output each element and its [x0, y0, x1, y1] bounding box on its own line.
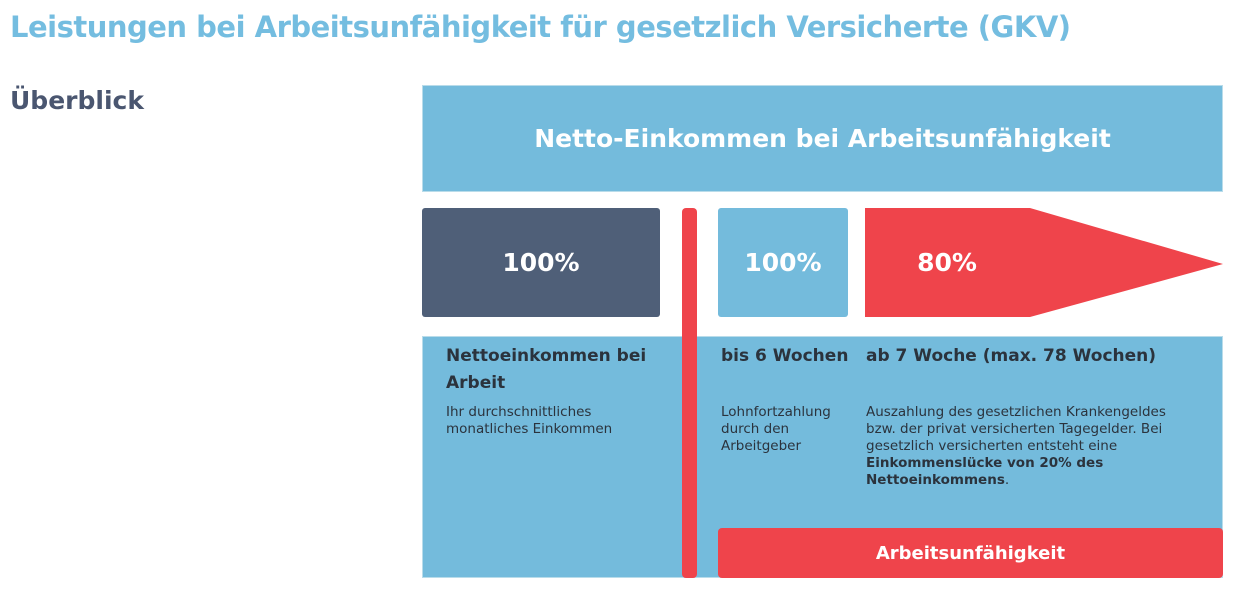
page-title: Leistungen bei Arbeitsunfähigkeit für ge… — [10, 10, 1071, 44]
arrow — [865, 208, 1223, 317]
section-title: Überblick — [10, 86, 144, 115]
arrow-shape — [865, 208, 1223, 317]
percent-box: 100% — [718, 208, 848, 317]
column-heading: ab 7 Woche (max. 78 Wochen) — [866, 346, 1157, 366]
column-heading: Nettoeinkommen bei Arbeit — [446, 346, 647, 393]
percent-box: 100% — [422, 208, 660, 317]
text: Auszahlung des gesetzlichen Krankengelde… — [866, 404, 1166, 454]
column-text: Ihr durchschnittliches monatliches Einko… — [446, 404, 613, 437]
footer-label: Arbeitsunfähigkeit — [718, 528, 1223, 578]
column-text: Auszahlung des gesetzlichen Krankengelde… — [866, 404, 1196, 489]
percent-box: 80% — [917, 248, 977, 277]
emphasis: Einkommenslücke von 20% des Nettoeinkomm… — [866, 455, 1104, 488]
text: . — [1004, 472, 1010, 488]
column-text: Lohnfortzahlung durch den Arbeitgeber — [721, 404, 831, 454]
banner: Netto-Einkommen bei Arbeitsunfähigkeit — [422, 85, 1223, 192]
divider-bar — [682, 208, 697, 578]
column-heading: bis 6 Wochen — [721, 346, 849, 366]
